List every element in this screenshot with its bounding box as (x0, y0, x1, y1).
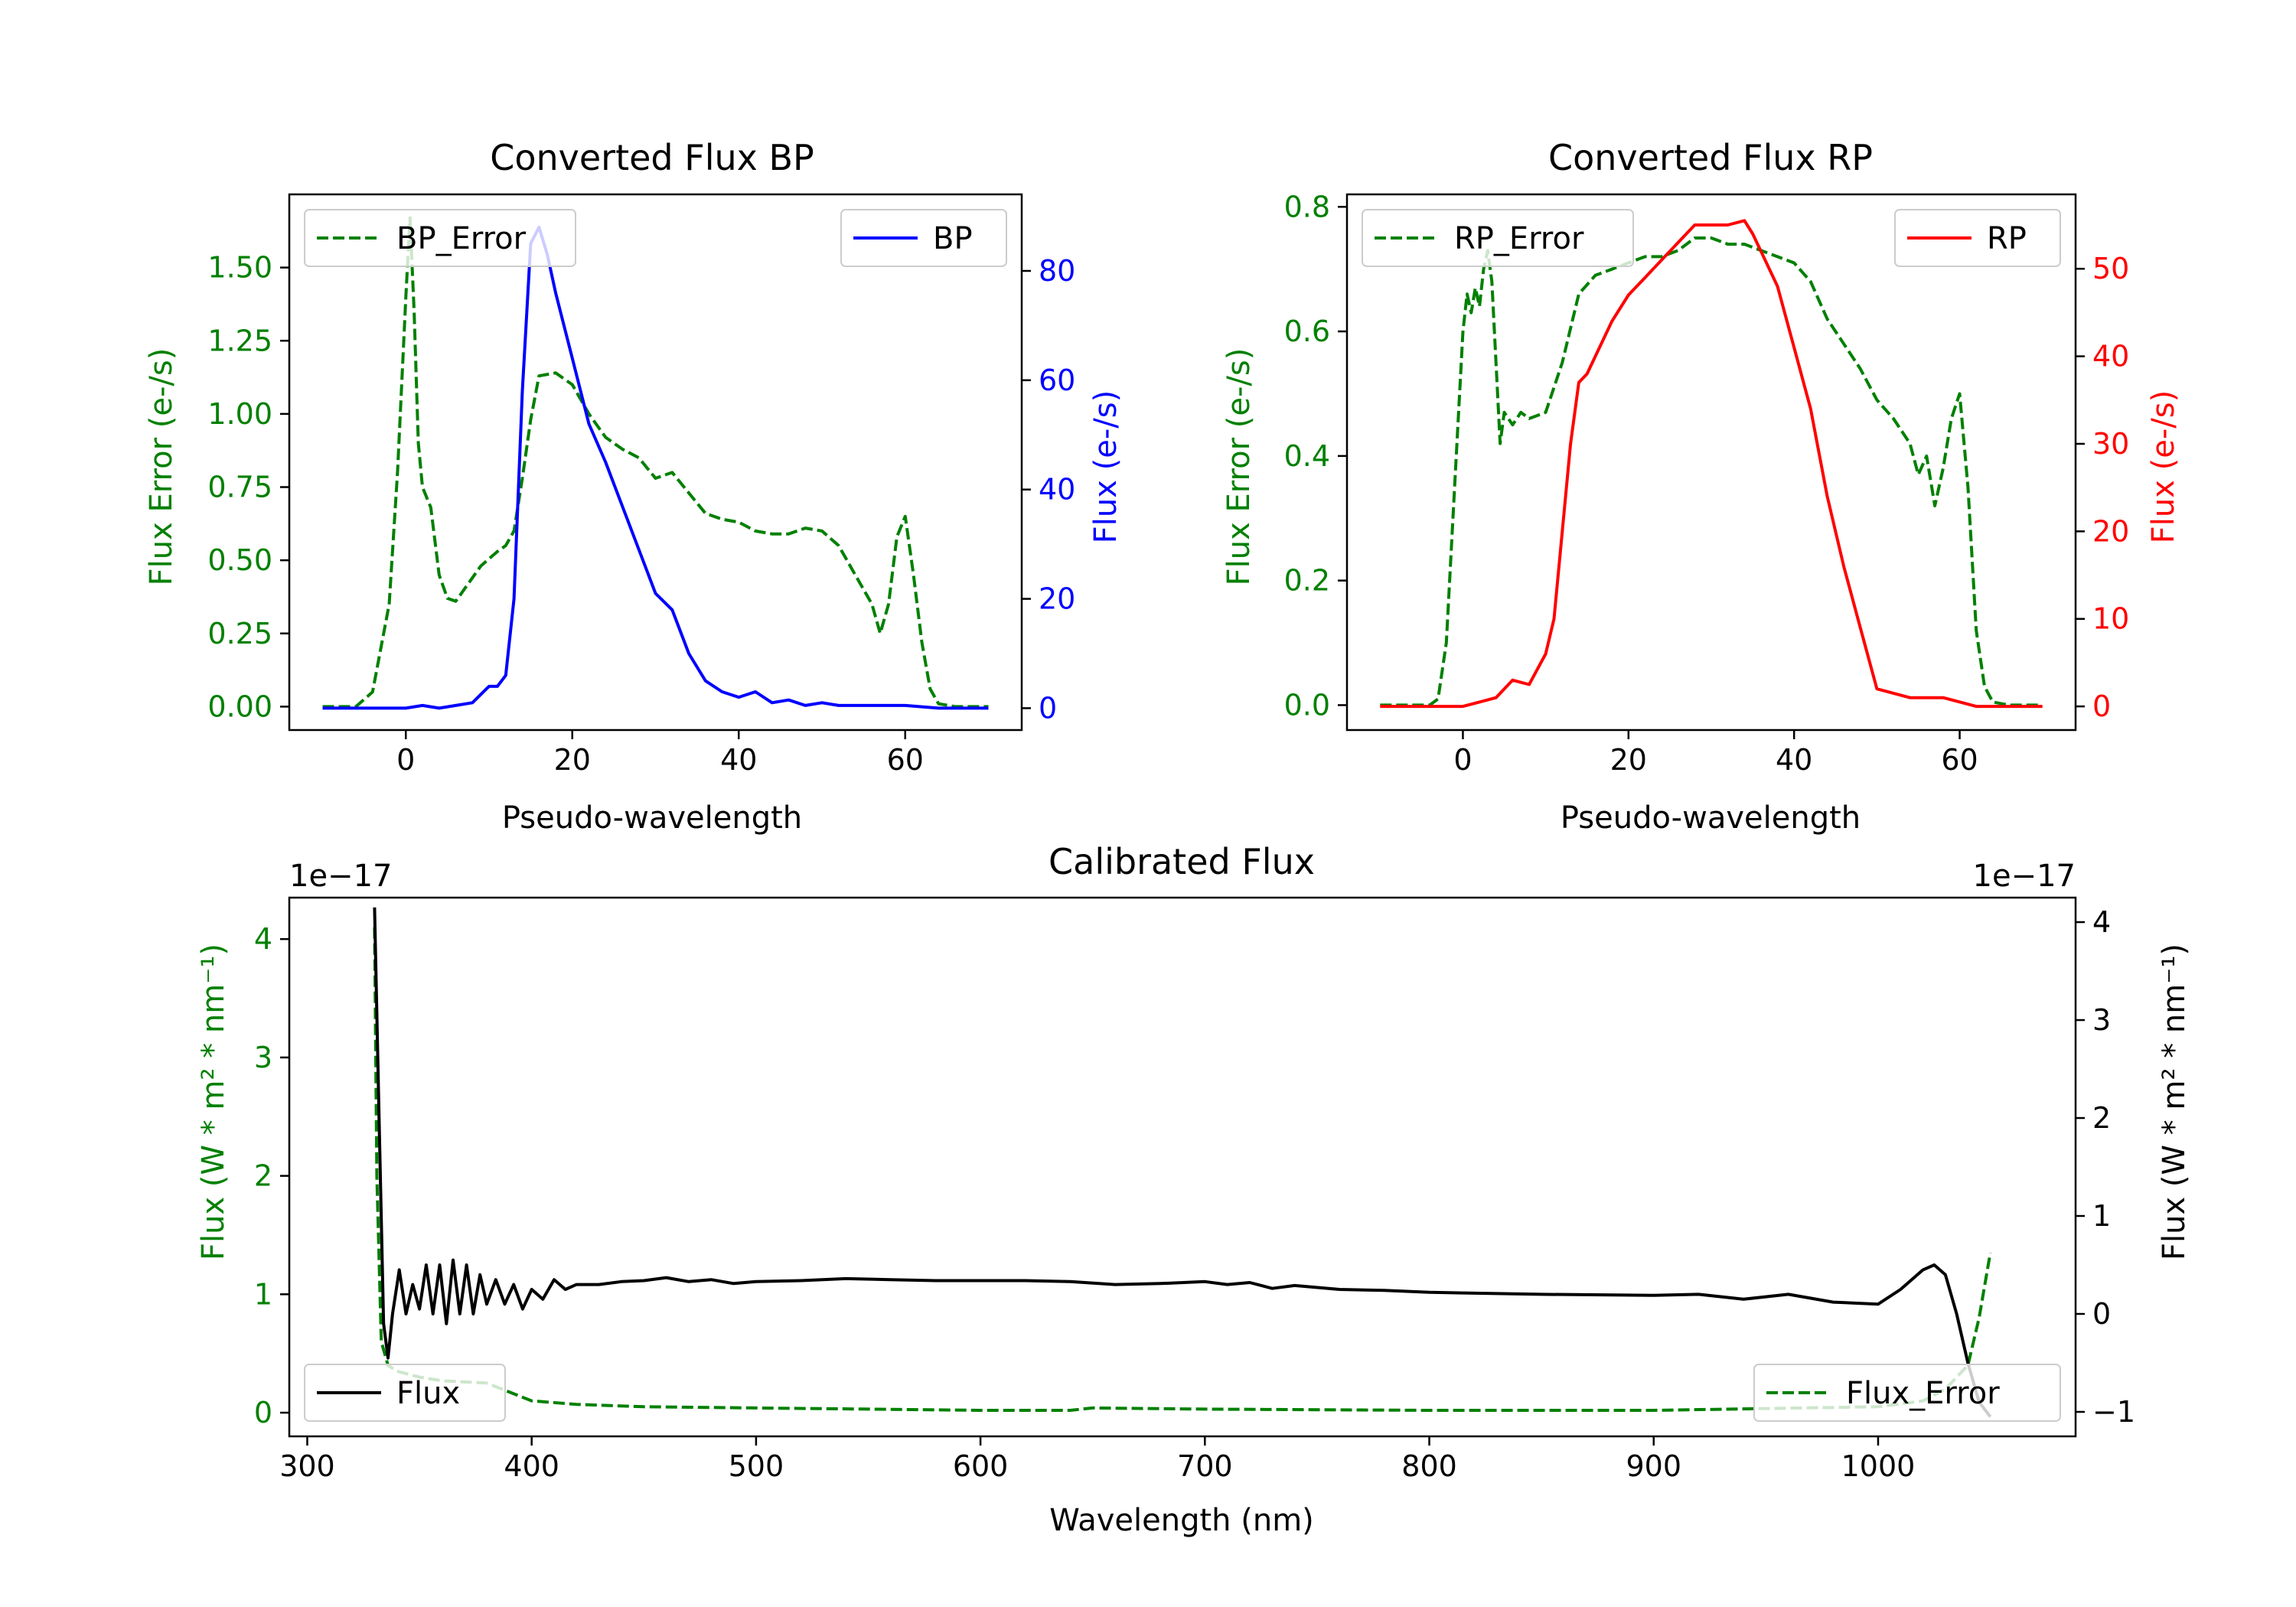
bp-x-tick-label: 0 (396, 743, 415, 777)
rp-y-axis-label-left: Flux Error (e-/s) (1221, 348, 1257, 586)
cal-plot-area: 300 400 500 600 700 800 900 1000 0 1 2 3 4 −1 0 1 2 3 4 Flu… (254, 896, 2135, 1483)
rp-y-right-tick-label: 20 (2092, 514, 2129, 548)
rp-legend-flux: RP (1894, 209, 2061, 267)
calibrated-x-tick-label: 1000 (1841, 1449, 1916, 1483)
cal-offset-left: 1e−17 (289, 859, 392, 894)
bp-x-tick-label: 20 (554, 743, 591, 777)
rp-series-rp-error (1380, 236, 2043, 707)
bp-y-right-tick-label: 80 (1039, 254, 1075, 288)
bp-y-left-tick-label: 0.00 (207, 689, 272, 723)
rp-x-tick-label: 60 (1941, 743, 1978, 777)
calibrated-x-tick-label: 400 (504, 1449, 559, 1483)
bp-axes-frame (288, 193, 1023, 732)
panel-converted-flux-rp: Converted Flux RP 0 20 40 60 0.0 0.2 0.4 0.6 0.8… (1221, 137, 2181, 836)
bp-plot-area: 0 20 40 60 0.00 0.25 0.50 0.75 1.00 1.25 1.50 0 20 40… (207, 193, 1075, 777)
bp-chart-title: Converted Flux BP (490, 137, 814, 178)
panel-calibrated-flux: Calibrated Flux 1e−17 1e−17 300 400 500 600… (196, 841, 2192, 1538)
rp-legend-error-label: RP_Error (1454, 221, 1584, 256)
rp-x-tick-label: 40 (1776, 743, 1812, 777)
bp-y-right-tick-label: 40 (1039, 473, 1075, 507)
calibrated-x-tick-label: 300 (279, 1449, 335, 1483)
calibrated-y-right-tick-label: −1 (2092, 1395, 2135, 1429)
bp-y-left-tick-label: 1.50 (207, 251, 272, 285)
calibrated-axes-frame (288, 896, 2077, 1438)
rp-y-left-tick-label: 0.8 (1284, 190, 1330, 223)
bp-legend-flux-label: BP (933, 221, 973, 256)
bp-y-right-tick-label: 0 (1039, 691, 1057, 725)
bp-x-tick-label: 40 (720, 743, 757, 777)
calibrated-legend-flux: Flux (304, 1364, 506, 1422)
rp-x-tick-label: 0 (1453, 743, 1472, 777)
calibrated-x-tick-label: 900 (1626, 1449, 1681, 1483)
cal-y-axis-label-right: Flux (W * m² * nm⁻¹) (2157, 944, 2192, 1260)
bp-y-left-tick-label: 1.25 (207, 324, 272, 357)
bp-series-bp-error (322, 216, 989, 709)
calibrated-legend-flux-error: Flux_Error (1753, 1364, 2061, 1422)
rp-legend-error: RP_Error (1362, 209, 1634, 267)
calibrated-x-tick-label: 600 (953, 1449, 1009, 1483)
cal-y-axis-label-left: Flux (W * m² * nm⁻¹) (196, 944, 231, 1260)
calibrated-y-right-tick-label: 4 (2092, 905, 2111, 939)
rp-y-right-tick-label: 50 (2092, 252, 2129, 285)
rp-series-rp (1380, 219, 2043, 709)
bp-x-tick-label: 60 (887, 743, 924, 777)
bp-y-left-tick-label: 0.50 (207, 543, 272, 577)
calibrated-legend-flux-label: Flux (396, 1376, 460, 1411)
bp-legend-error: BP_Error (304, 209, 576, 267)
cal-x-axis-label: Wavelength (nm) (1049, 1503, 1314, 1538)
rp-y-axis-label-right: Flux (e-/s) (2146, 390, 2181, 543)
rp-y-left-tick-label: 0.0 (1284, 688, 1330, 722)
bp-legend-error-label: BP_Error (396, 221, 527, 256)
calibrated-series-flux (373, 907, 1992, 1418)
cal-offset-right: 1e−17 (1973, 859, 2076, 894)
calibrated-legend-flux-box (304, 1364, 506, 1422)
rp-y-left-tick-label: 0.4 (1284, 439, 1330, 473)
rp-y-left-tick-label: 0.2 (1284, 564, 1330, 598)
rp-chart-title: Converted Flux RP (1548, 137, 1873, 178)
calibrated-y-right-tick-label: 2 (2092, 1101, 2111, 1135)
bp-y-right-tick-label: 20 (1039, 582, 1075, 616)
rp-x-axis-label: Pseudo-wavelength (1561, 800, 1861, 836)
rp-axes-frame (1345, 193, 2077, 732)
calibrated-y-right-tick-label: 0 (2092, 1297, 2111, 1331)
bp-y-left-tick-label: 1.00 (207, 397, 272, 431)
calibrated-y-left-tick-label: 4 (254, 922, 272, 956)
cal-chart-title: Calibrated Flux (1049, 841, 1315, 882)
calibrated-y-left-tick-label: 0 (254, 1396, 272, 1429)
calibrated-y-left-tick-label: 1 (254, 1277, 272, 1311)
bp-y-left-tick-label: 0.25 (207, 617, 272, 650)
calibrated-y-right-tick-label: 3 (2092, 1003, 2111, 1037)
calibrated-legend-flux-error-label: Flux_Error (1846, 1376, 2000, 1411)
panel-converted-flux-bp: Converted Flux BP 0 20 40 60 0.00 0.25 0.50 0.7… (144, 137, 1124, 836)
bp-series-bp (322, 225, 989, 710)
bp-legend-error-box (304, 209, 576, 267)
rp-y-right-tick-label: 10 (2092, 602, 2129, 636)
calibrated-y-left-tick-label: 3 (254, 1041, 272, 1074)
rp-legend-flux-box (1894, 209, 2061, 267)
calibrated-x-tick-label: 800 (1401, 1449, 1457, 1483)
bp-legend-flux: BP (840, 209, 1007, 267)
rp-y-right-tick-label: 0 (2092, 689, 2111, 723)
rp-x-tick-label: 20 (1610, 743, 1647, 777)
rp-legend-error-box (1362, 209, 1634, 267)
rp-y-right-tick-label: 30 (2092, 427, 2129, 461)
bp-legend-flux-box (840, 209, 1007, 267)
rp-legend-flux-label: RP (1987, 221, 2027, 256)
calibrated-x-tick-label: 500 (729, 1449, 784, 1483)
calibrated-legend-flux-error-box (1753, 1364, 2061, 1422)
bp-y-right-tick-label: 60 (1039, 363, 1075, 397)
rp-y-left-tick-label: 0.6 (1284, 315, 1330, 348)
rp-y-right-tick-label: 40 (2092, 340, 2129, 373)
calibrated-x-tick-label: 700 (1177, 1449, 1233, 1483)
bp-y-axis-label-right: Flux (e-/s) (1088, 390, 1124, 543)
bp-x-axis-label: Pseudo-wavelength (502, 800, 802, 836)
bp-y-left-tick-label: 0.75 (207, 471, 272, 504)
calibrated-y-left-tick-label: 2 (254, 1159, 272, 1193)
rp-plot-area: 0 20 40 60 0.0 0.2 0.4 0.6 0.8 0 10 20 30 40 50 RP_Erro… (1284, 190, 2130, 777)
bp-y-axis-label-left: Flux Error (e-/s) (144, 348, 179, 586)
calibrated-y-right-tick-label: 1 (2092, 1199, 2111, 1233)
